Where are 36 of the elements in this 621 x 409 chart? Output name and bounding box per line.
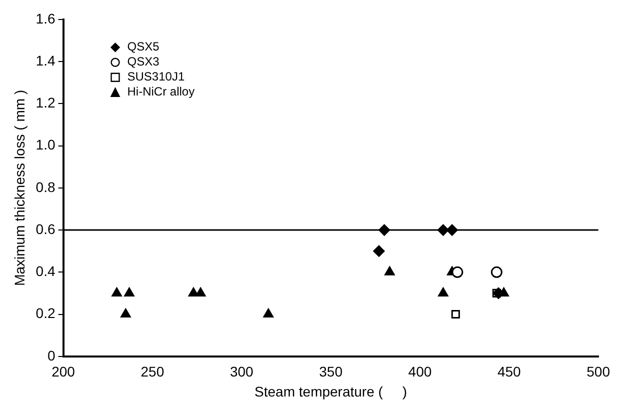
y-tick-label: 1.2 bbox=[36, 94, 56, 111]
point bbox=[446, 224, 458, 236]
legend-label: QSX5 bbox=[127, 40, 160, 54]
point bbox=[373, 245, 385, 257]
x-tick-label: 400 bbox=[408, 364, 432, 380]
y-tick-label: 0.2 bbox=[36, 305, 56, 322]
point bbox=[438, 287, 448, 296]
point bbox=[384, 266, 395, 276]
y-tick-label: 0.8 bbox=[36, 178, 56, 195]
point bbox=[196, 287, 206, 296]
legend-label: Hi-NiCr alloy bbox=[127, 84, 195, 99]
point bbox=[490, 266, 502, 278]
point bbox=[452, 266, 464, 278]
x-tick-label: 350 bbox=[319, 364, 343, 380]
y-axis-title: Maximum thickness loss ( mm ) bbox=[11, 90, 28, 286]
x-tick-label: 450 bbox=[497, 364, 522, 380]
y-tick-label: 1.4 bbox=[36, 52, 56, 68]
y-tick-label: 1.0 bbox=[36, 136, 56, 153]
legend-label: SUS310J1 bbox=[127, 70, 185, 84]
point bbox=[378, 224, 390, 236]
point bbox=[451, 310, 460, 319]
x-tick-label: 500 bbox=[586, 364, 610, 380]
y-tick-label: 0.4 bbox=[36, 263, 56, 280]
y-tick-label: 0.6 bbox=[36, 220, 56, 237]
point bbox=[437, 224, 449, 236]
point bbox=[112, 287, 122, 296]
point bbox=[124, 287, 134, 296]
x-tick-label: 200 bbox=[52, 364, 76, 380]
legend-label: QSX3 bbox=[127, 54, 160, 69]
point bbox=[120, 308, 131, 318]
x-tick-label: 300 bbox=[230, 364, 254, 380]
x-axis-title: Steam temperature ( ) bbox=[254, 383, 408, 400]
y-tick-label: 0 bbox=[47, 347, 56, 364]
y-tick-label: 1.6 bbox=[36, 10, 56, 26]
point bbox=[263, 308, 274, 318]
x-tick-label: 250 bbox=[140, 364, 164, 380]
